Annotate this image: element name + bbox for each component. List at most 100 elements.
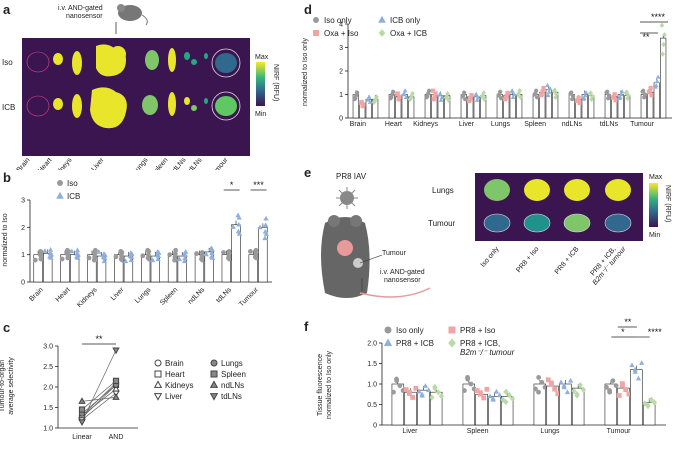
- panel-a: a i.v. AND-gated nanosensor: [0, 0, 300, 180]
- data-point: [503, 388, 509, 395]
- sig-label: **: [624, 317, 632, 327]
- data-point: [118, 256, 124, 262]
- x-tick-label: Lungs: [134, 286, 153, 305]
- sig-label: ****: [651, 12, 666, 22]
- data-point: [504, 93, 509, 98]
- data-point: [588, 90, 594, 96]
- data-point: [432, 94, 437, 99]
- data-point: [154, 252, 161, 257]
- legend-label: B2m⁻/⁻ tumour: [460, 348, 515, 357]
- y-axis-label: Tumour-to-organ average selectivity: [0, 357, 15, 415]
- data-point: [552, 87, 558, 93]
- data-point: [606, 96, 611, 101]
- legend-label: Brain: [165, 359, 184, 368]
- data-point: [610, 378, 616, 384]
- data-point: [65, 255, 71, 261]
- data-point: [208, 245, 214, 251]
- data-point: [438, 97, 444, 102]
- x-tick-label: Tumour: [630, 121, 655, 128]
- data-point: [477, 390, 483, 396]
- legend-label: tdLNs: [221, 392, 242, 401]
- data-point: [463, 97, 468, 102]
- y-tick-label: 1: [339, 92, 343, 99]
- series-line: [81, 396, 117, 402]
- data-point: [252, 254, 258, 260]
- data-point: [372, 98, 378, 105]
- colorbar-e-min: Min: [649, 232, 660, 239]
- data-point: [91, 250, 97, 255]
- data-point: [604, 384, 609, 390]
- data-point: [661, 41, 666, 48]
- data-point: [580, 386, 587, 393]
- data-point: [402, 88, 408, 93]
- data-point: [112, 377, 120, 384]
- group-label-pr8-iso: PR8 + Iso: [515, 246, 540, 274]
- panel-f: f 0 0.5 1.0 1.5 2.0 Liver Spleen Lungs Tumour Tis…: [300, 313, 681, 450]
- data-point: [484, 386, 490, 392]
- data-point: [654, 78, 660, 84]
- x-tick-label: Spleen: [467, 428, 489, 435]
- data-point: [462, 388, 467, 393]
- data-point: [536, 389, 541, 395]
- chart-f: 0 0.5 1.0 1.5 2.0 Liver Spleen Lungs Tumour Tissu…: [317, 317, 666, 435]
- y-tick-label: 2.0: [43, 385, 53, 392]
- bar: [231, 224, 241, 283]
- data-point: [145, 255, 151, 261]
- colorbar-a-title: NIRF (RFU): [272, 64, 279, 101]
- data-point: [391, 389, 396, 395]
- probe-label-a: i.v. AND-gated nanosensor: [58, 5, 105, 20]
- data-point: [419, 391, 425, 397]
- data-point: [648, 396, 654, 403]
- legend-marker: [57, 180, 63, 186]
- data-point: [581, 95, 587, 100]
- data-point: [78, 419, 86, 427]
- data-point: [263, 222, 269, 228]
- data-point: [47, 246, 54, 252]
- data-point: [69, 248, 75, 254]
- legend-label: Liver: [165, 392, 183, 401]
- data-point: [113, 254, 119, 260]
- data-point: [101, 251, 107, 256]
- data-point: [74, 253, 80, 259]
- legend-label: Heart: [165, 370, 185, 379]
- legend-marker: [209, 393, 219, 401]
- data-point: [429, 394, 435, 401]
- data-point: [444, 93, 450, 100]
- data-point: [37, 252, 43, 258]
- legend-marker: [448, 338, 456, 348]
- data-point: [74, 247, 81, 253]
- data-point: [641, 88, 646, 93]
- data-point: [409, 93, 414, 99]
- data-point: [642, 95, 647, 100]
- data-point: [32, 257, 38, 263]
- data-point: [235, 212, 241, 218]
- data-point: [262, 235, 268, 241]
- sig-label: ***: [253, 180, 264, 190]
- data-point: [480, 92, 486, 99]
- data-point: [403, 94, 409, 99]
- y-tick-label: 1.5: [43, 405, 53, 412]
- data-point: [590, 93, 595, 100]
- legend-marker: [378, 15, 386, 23]
- bar: [559, 383, 572, 426]
- legend-label: Iso only: [324, 16, 352, 25]
- x-tick-label: Tumour: [238, 286, 260, 308]
- data-point: [235, 228, 242, 234]
- data-point: [574, 390, 580, 398]
- legend-label: PR8 + ICB: [396, 339, 434, 348]
- data-point: [47, 253, 53, 259]
- data-point: [510, 94, 516, 99]
- y-tick-label: 2.5: [43, 364, 53, 371]
- data-point: [582, 92, 588, 98]
- data-point: [493, 388, 500, 394]
- data-point: [648, 85, 653, 91]
- legend-label: Iso: [67, 179, 78, 188]
- panel-f-label: f: [304, 319, 309, 334]
- heatmap-a-iso-row: [26, 44, 241, 78]
- data-point: [561, 382, 567, 388]
- x-tick-label: Kidneys: [76, 286, 99, 309]
- data-point: [499, 96, 504, 101]
- x-tick-label: ndLNs: [187, 286, 207, 306]
- data-point: [564, 389, 571, 395]
